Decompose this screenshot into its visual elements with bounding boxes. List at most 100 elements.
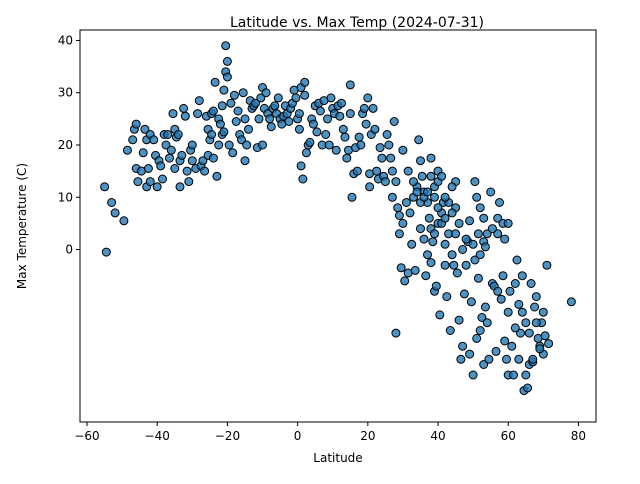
data-point bbox=[509, 370, 518, 380]
data-point bbox=[456, 354, 466, 364]
data-point bbox=[538, 307, 548, 317]
data-point bbox=[421, 271, 431, 281]
data-point bbox=[352, 166, 362, 176]
chart-title: Latitude vs. Max Temp (2024-07-31) bbox=[230, 15, 484, 31]
data-point bbox=[423, 187, 432, 197]
data-point bbox=[480, 242, 490, 252]
data-point bbox=[503, 218, 513, 228]
data-point bbox=[380, 177, 390, 187]
data-point bbox=[391, 328, 401, 338]
data-point bbox=[484, 354, 494, 364]
data-point bbox=[242, 140, 252, 150]
data-point bbox=[442, 292, 452, 302]
data-point bbox=[447, 250, 457, 260]
data-point bbox=[409, 177, 418, 187]
data-point bbox=[200, 166, 210, 176]
data-point bbox=[175, 182, 185, 192]
data-point bbox=[261, 88, 271, 98]
data-point bbox=[365, 182, 375, 192]
data-point bbox=[493, 286, 503, 296]
data-point bbox=[301, 148, 311, 158]
data-point bbox=[217, 101, 227, 111]
data-point bbox=[447, 182, 457, 192]
data-point bbox=[231, 117, 241, 126]
data-point bbox=[149, 135, 159, 145]
x-tick-label: 40 bbox=[430, 429, 445, 443]
data-point bbox=[517, 271, 527, 281]
data-point bbox=[491, 346, 501, 356]
data-point bbox=[524, 328, 534, 338]
data-point bbox=[403, 166, 413, 176]
data-point bbox=[187, 140, 197, 150]
data-point bbox=[454, 315, 464, 325]
y-tick-label: 0 bbox=[65, 243, 73, 257]
data-point bbox=[475, 203, 485, 213]
data-point bbox=[440, 260, 450, 270]
data-point bbox=[479, 360, 489, 369]
data-point bbox=[300, 90, 310, 100]
data-point bbox=[391, 177, 401, 187]
data-point bbox=[387, 192, 397, 202]
data-point bbox=[414, 135, 424, 145]
data-point bbox=[451, 229, 461, 239]
data-point bbox=[291, 93, 301, 103]
data-point bbox=[229, 90, 239, 100]
data-point bbox=[473, 229, 483, 239]
data-point bbox=[324, 140, 334, 150]
data-point bbox=[393, 203, 403, 213]
data-point bbox=[521, 318, 531, 328]
x-tick-label: −60 bbox=[74, 429, 99, 443]
data-point bbox=[531, 318, 541, 328]
data-point bbox=[470, 255, 480, 265]
data-point bbox=[466, 297, 476, 307]
data-point bbox=[337, 98, 346, 108]
data-point bbox=[305, 137, 315, 147]
data-point bbox=[493, 229, 503, 239]
x-axis-label: Latitude bbox=[313, 451, 362, 465]
data-point bbox=[419, 234, 429, 244]
data-point bbox=[308, 119, 318, 129]
data-point bbox=[256, 93, 266, 103]
data-point bbox=[498, 271, 508, 281]
data-point bbox=[510, 323, 520, 333]
data-point bbox=[530, 302, 540, 312]
data-point bbox=[493, 213, 503, 223]
data-point bbox=[296, 161, 306, 171]
data-point bbox=[480, 302, 490, 312]
data-point bbox=[270, 101, 280, 111]
x-tick-label: 60 bbox=[501, 429, 516, 443]
data-point bbox=[542, 260, 552, 270]
data-point bbox=[396, 263, 406, 273]
data-point bbox=[166, 145, 176, 155]
data-point bbox=[486, 187, 496, 197]
data-point bbox=[544, 339, 554, 349]
data-point bbox=[143, 164, 153, 173]
data-point bbox=[430, 192, 439, 202]
data-point bbox=[145, 177, 155, 187]
data-point bbox=[433, 203, 443, 213]
data-point bbox=[228, 148, 238, 158]
data-point bbox=[465, 349, 475, 359]
data-point bbox=[470, 177, 480, 187]
data-point bbox=[128, 135, 138, 145]
data-point bbox=[101, 247, 111, 257]
data-point bbox=[193, 109, 203, 119]
data-point bbox=[321, 130, 331, 139]
data-point bbox=[496, 294, 506, 304]
data-point bbox=[502, 354, 511, 364]
data-point bbox=[472, 192, 482, 202]
data-point bbox=[500, 234, 510, 244]
y-tick-label: 10 bbox=[58, 190, 73, 204]
data-point bbox=[210, 77, 220, 87]
data-point bbox=[510, 279, 520, 288]
data-point bbox=[417, 171, 427, 181]
data-point bbox=[452, 268, 462, 278]
data-point bbox=[156, 161, 166, 171]
data-point bbox=[163, 130, 173, 139]
data-point bbox=[315, 106, 325, 116]
data-point bbox=[131, 119, 141, 129]
data-point bbox=[468, 370, 478, 380]
data-point bbox=[437, 171, 447, 181]
data-point bbox=[528, 354, 538, 364]
data-point bbox=[133, 177, 143, 187]
